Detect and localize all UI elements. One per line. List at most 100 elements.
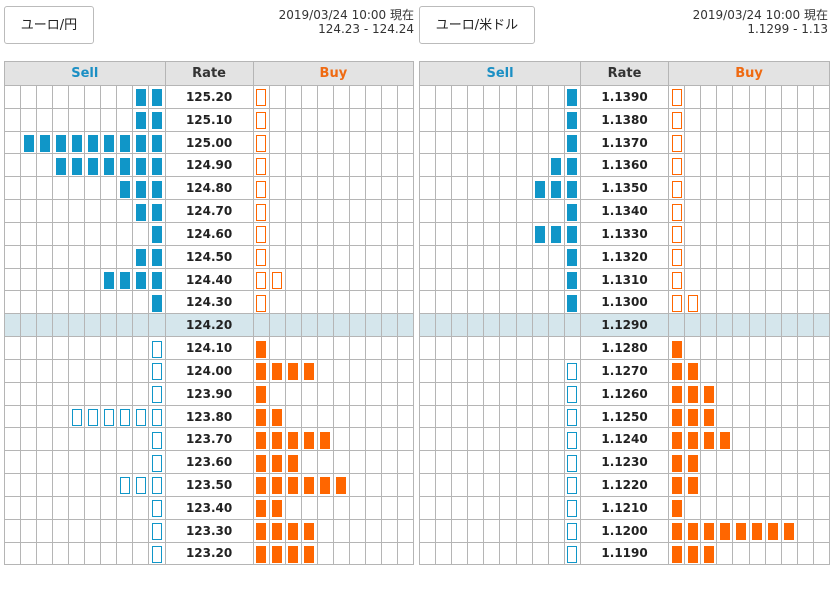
buy-cell [716, 495, 734, 520]
sell-cell [20, 290, 38, 315]
buy-cell [348, 473, 366, 497]
buy-cell [252, 130, 270, 155]
sell-cell [483, 313, 501, 338]
buy-cell [268, 495, 286, 520]
buy-cell [764, 450, 782, 475]
table-row: 123.40 [3, 495, 415, 520]
pair-button-eurusd[interactable]: ユーロ/米ドル [419, 6, 535, 44]
sell-cell [467, 267, 485, 292]
sell-cell [563, 267, 582, 292]
buy-order-block [288, 523, 299, 541]
buy-cell [268, 290, 286, 315]
buy-cell [252, 541, 270, 566]
buy-cell [700, 450, 718, 475]
buy-cell [812, 518, 831, 543]
sell-cell [451, 290, 469, 315]
buy-cell [812, 221, 831, 246]
order-book-eurjpy: Sell Rate Buy 125.20 125.10 125.00 124.90 124.8… [3, 61, 415, 566]
buy-cell [364, 244, 382, 269]
buy-order-block [687, 454, 698, 472]
pair-button-eurjpy[interactable]: ユーロ/円 [4, 6, 94, 44]
buy-cell [397, 153, 415, 178]
buy-cell [780, 130, 798, 155]
buy-cell [397, 244, 415, 269]
sell-cell [435, 450, 453, 475]
buy-cell [716, 130, 734, 155]
buy-cell [780, 85, 798, 109]
sell-cell [499, 541, 517, 566]
sell-cell [52, 176, 70, 201]
sell-order-block [567, 157, 578, 175]
table-row: 123.80 [3, 404, 415, 429]
buy-cell [252, 427, 270, 452]
sell-cell [116, 450, 134, 475]
sell-cell [515, 495, 533, 520]
rate-cell: 1.1380 [580, 107, 670, 132]
sell-cell [563, 130, 582, 155]
buy-order-block [671, 226, 682, 244]
sell-cell [563, 450, 582, 475]
sell-order-block [87, 135, 98, 153]
buy-cell [300, 541, 318, 566]
sell-cell [418, 495, 437, 520]
sell-cell [531, 153, 549, 178]
sell-cell [68, 404, 86, 429]
sell-cell [499, 199, 517, 223]
sell-cell [84, 450, 102, 475]
sell-cell [116, 221, 134, 246]
buy-cell [332, 130, 350, 155]
buy-cell [380, 221, 399, 246]
sell-cell [132, 244, 150, 269]
sell-cell [132, 313, 150, 338]
sell-order-block [103, 135, 114, 153]
buy-cell [668, 450, 686, 475]
sell-order-block [135, 180, 146, 198]
sell-cell [3, 473, 22, 497]
sell-cell [563, 495, 582, 520]
sell-cell [531, 313, 549, 338]
buy-cell [316, 130, 334, 155]
sell-cell [52, 85, 70, 109]
table-row: 123.20 [3, 541, 415, 566]
buy-cell [796, 290, 814, 315]
buy-order-block [671, 180, 682, 198]
buy-cell [397, 313, 415, 338]
sell-cell [563, 404, 582, 429]
sell-cell [100, 153, 118, 178]
sell-cell [531, 107, 549, 132]
sell-cell [418, 313, 437, 338]
buy-order-block [288, 477, 299, 495]
sell-order-block [135, 112, 146, 130]
buy-cell [764, 358, 782, 383]
buy-cell [716, 450, 734, 475]
buy-cell [764, 381, 782, 406]
buy-cell [364, 450, 382, 475]
sell-cell [84, 358, 102, 383]
sell-cell [132, 176, 150, 201]
buy-order-block [256, 135, 267, 153]
buy-cell [700, 404, 718, 429]
buy-cell [348, 130, 366, 155]
table-row: 124.60 [3, 221, 415, 246]
quote-stamp-eurjpy: 2019/03/24 10:00 現在 124.23 - 124.24 [240, 8, 414, 36]
buy-order-block [752, 523, 763, 541]
sell-cell [36, 541, 54, 566]
sell-cell [20, 244, 38, 269]
buy-cell [732, 221, 750, 246]
current-rate-row: 124.20 [3, 313, 415, 338]
buy-cell [332, 244, 350, 269]
buy-order-block [703, 431, 714, 449]
sell-cell [52, 427, 70, 452]
buy-cell [300, 473, 318, 497]
buy-cell [748, 153, 766, 178]
buy-cell [284, 358, 302, 383]
book-header: Sell Rate Buy [418, 61, 831, 86]
sell-cell [483, 518, 501, 543]
sell-cell [483, 267, 501, 292]
sell-order-block [152, 112, 162, 130]
buy-cell [348, 199, 366, 223]
sell-cell [531, 244, 549, 269]
buy-cell [748, 473, 766, 497]
sell-cell [515, 221, 533, 246]
sell-cell [451, 518, 469, 543]
